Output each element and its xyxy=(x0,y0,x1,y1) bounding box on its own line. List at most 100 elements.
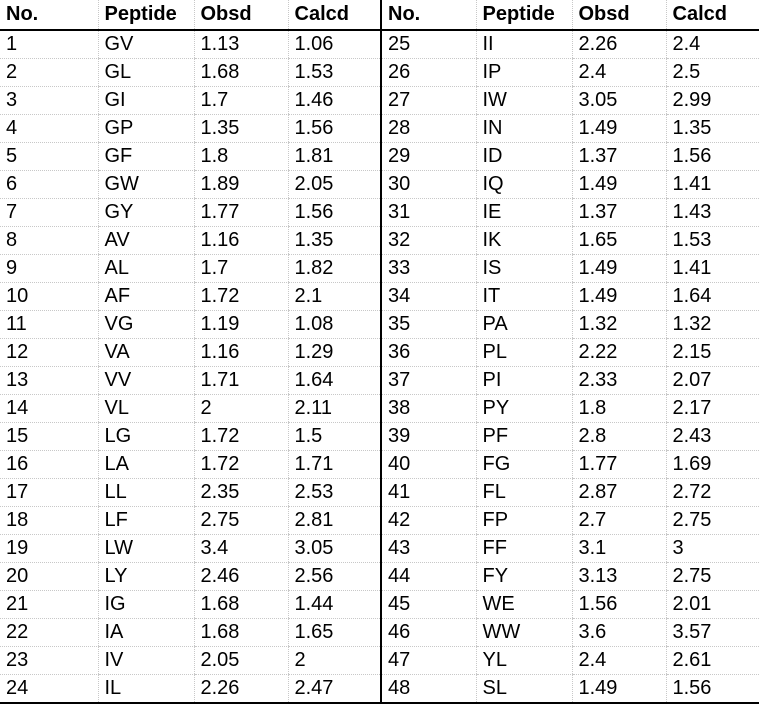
obsd-cell: 1.49 xyxy=(571,170,666,199)
calcd-cell: 1.32 xyxy=(665,310,759,339)
peptide-cell: IW xyxy=(475,86,572,115)
peptide-cell: LW xyxy=(97,534,194,563)
row-number-cell: 13 xyxy=(0,366,98,395)
row-number-cell: 1 xyxy=(0,30,98,59)
calcd-cell: 1.53 xyxy=(287,58,381,87)
obsd-cell: 1.68 xyxy=(193,590,288,619)
calcd-cell: 1.35 xyxy=(665,114,759,143)
obsd-cell: 1.32 xyxy=(571,310,666,339)
calcd-cell: 2.17 xyxy=(665,394,759,423)
obsd-cell: 1.68 xyxy=(193,58,288,87)
calcd-cell: 3.05 xyxy=(287,534,381,563)
calcd-cell: 1.46 xyxy=(287,86,381,115)
calcd-cell: 2.75 xyxy=(665,506,759,535)
table-row: 13 VV 1.71 1.64 37 PI 2.33 2.07 xyxy=(0,366,759,395)
row-number-cell: 5 xyxy=(0,142,98,171)
peptide-cell: GV xyxy=(97,30,194,59)
obsd-cell: 1.72 xyxy=(193,282,288,311)
row-number-cell: 38 xyxy=(380,394,476,423)
row-number-cell: 32 xyxy=(380,226,476,255)
peptide-cell: FP xyxy=(475,506,572,535)
calcd-cell: 2.15 xyxy=(665,338,759,367)
peptide-cell: IG xyxy=(97,590,194,619)
obsd-cell: 2.26 xyxy=(193,674,288,704)
calcd-cell: 2.53 xyxy=(287,478,381,507)
calcd-cell: 2.05 xyxy=(287,170,381,199)
calcd-cell: 1.69 xyxy=(665,450,759,479)
row-number-cell: 43 xyxy=(380,534,476,563)
table-row: 2 GL 1.68 1.53 26 IP 2.4 2.5 xyxy=(0,58,759,87)
peptide-cell: LY xyxy=(97,562,194,591)
obsd-cell: 2.75 xyxy=(193,506,288,535)
peptide-cell: IS xyxy=(475,254,572,283)
obsd-cell: 1.19 xyxy=(193,310,288,339)
row-number-cell: 23 xyxy=(0,646,98,675)
row-number-cell: 21 xyxy=(0,590,98,619)
row-number-cell: 37 xyxy=(380,366,476,395)
peptide-cell: II xyxy=(475,30,572,59)
peptide-cell: IA xyxy=(97,618,194,647)
peptide-cell: ID xyxy=(475,142,572,171)
calcd-cell: 1.5 xyxy=(287,422,381,451)
obsd-cell: 1.8 xyxy=(571,394,666,423)
calcd-cell: 1.29 xyxy=(287,338,381,367)
calcd-cell: 1.35 xyxy=(287,226,381,255)
peptide-cell: PY xyxy=(475,394,572,423)
row-number-cell: 19 xyxy=(0,534,98,563)
row-number-cell: 24 xyxy=(0,674,98,704)
table-row: 24 IL 2.26 2.47 48 SL 1.49 1.56 xyxy=(0,674,759,704)
table-row: 7 GY 1.77 1.56 31 IE 1.37 1.43 xyxy=(0,198,759,227)
peptide-cell: AL xyxy=(97,254,194,283)
row-number-cell: 36 xyxy=(380,338,476,367)
obsd-cell: 2.26 xyxy=(571,30,666,59)
peptide-cell: LA xyxy=(97,450,194,479)
no-header: No. xyxy=(0,0,98,31)
peptide-cell: IP xyxy=(475,58,572,87)
row-number-cell: 8 xyxy=(0,226,98,255)
table-row: 17 LL 2.35 2.53 41 FL 2.87 2.72 xyxy=(0,478,759,507)
table-row: 3 GI 1.7 1.46 27 IW 3.05 2.99 xyxy=(0,86,759,115)
calcd-cell: 3.57 xyxy=(665,618,759,647)
table-row: 6 GW 1.89 2.05 30 IQ 1.49 1.41 xyxy=(0,170,759,199)
peptide-cell: FL xyxy=(475,478,572,507)
row-number-cell: 42 xyxy=(380,506,476,535)
obsd-cell: 3.6 xyxy=(571,618,666,647)
table-row: 22 IA 1.68 1.65 46 WW 3.6 3.57 xyxy=(0,618,759,647)
calcd-header: Calcd xyxy=(665,0,759,31)
obsd-cell: 1.13 xyxy=(193,30,288,59)
calcd-cell: 2.56 xyxy=(287,562,381,591)
peptide-cell: PL xyxy=(475,338,572,367)
row-number-cell: 29 xyxy=(380,142,476,171)
calcd-cell: 1.53 xyxy=(665,226,759,255)
table-row: 18 LF 2.75 2.81 42 FP 2.7 2.75 xyxy=(0,506,759,535)
peptide-header: Peptide xyxy=(97,0,194,31)
peptide-cell: IE xyxy=(475,198,572,227)
peptide-cell: WE xyxy=(475,590,572,619)
row-number-cell: 28 xyxy=(380,114,476,143)
calcd-cell: 2.47 xyxy=(287,674,381,704)
table-row: 1 GV 1.13 1.06 25 II 2.26 2.4 xyxy=(0,30,759,59)
row-number-cell: 7 xyxy=(0,198,98,227)
obsd-cell: 1.49 xyxy=(571,254,666,283)
obsd-cell: 3.05 xyxy=(571,86,666,115)
peptide-cell: VA xyxy=(97,338,194,367)
obsd-cell: 1.77 xyxy=(193,198,288,227)
table-row: 12 VA 1.16 1.29 36 PL 2.22 2.15 xyxy=(0,338,759,367)
peptide-cell: LF xyxy=(97,506,194,535)
obsd-header: Obsd xyxy=(571,0,666,31)
calcd-cell: 1.64 xyxy=(665,282,759,311)
calcd-cell: 2.72 xyxy=(665,478,759,507)
calcd-cell: 3 xyxy=(665,534,759,563)
row-number-cell: 30 xyxy=(380,170,476,199)
obsd-cell: 1.16 xyxy=(193,226,288,255)
calcd-cell: 1.06 xyxy=(287,30,381,59)
calcd-cell: 1.08 xyxy=(287,310,381,339)
calcd-cell: 1.64 xyxy=(287,366,381,395)
table-row: 20 LY 2.46 2.56 44 FY 3.13 2.75 xyxy=(0,562,759,591)
obsd-cell: 2.05 xyxy=(193,646,288,675)
row-number-cell: 48 xyxy=(380,674,476,704)
row-number-cell: 41 xyxy=(380,478,476,507)
row-number-cell: 47 xyxy=(380,646,476,675)
calcd-cell: 2.07 xyxy=(665,366,759,395)
obsd-cell: 1.7 xyxy=(193,254,288,283)
